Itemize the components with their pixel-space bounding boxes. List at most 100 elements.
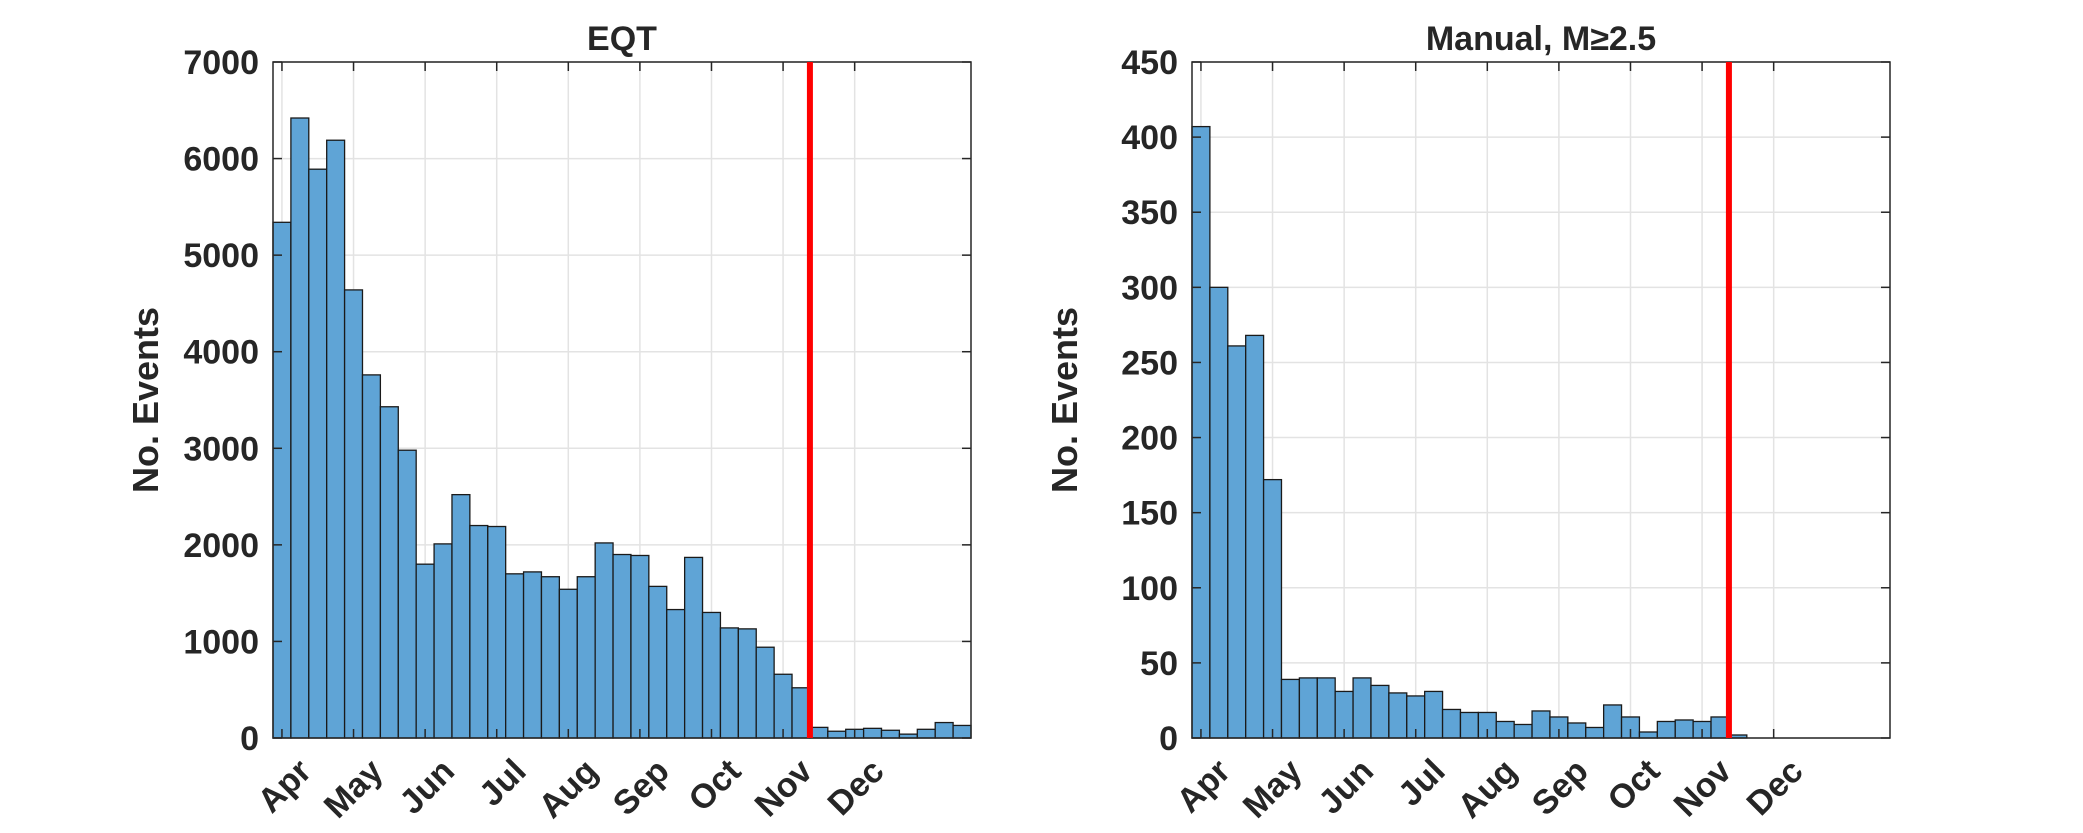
- y-tick-label: 6000: [183, 141, 259, 179]
- bar: [576, 576, 596, 739]
- x-tick-label: Oct: [681, 752, 748, 819]
- y-tick-label: 250: [1121, 344, 1178, 382]
- x-tick-label: Jun: [392, 752, 462, 822]
- bar: [558, 588, 578, 739]
- y-tick-label: 7000: [183, 44, 259, 82]
- x-tick-label: Apr: [1170, 752, 1238, 820]
- bar: [487, 525, 507, 739]
- y-tick-label: 450: [1121, 44, 1178, 82]
- bar: [1656, 720, 1676, 739]
- bar: [1585, 726, 1605, 739]
- x-tick-label: Nov: [1667, 752, 1739, 824]
- bar: [952, 724, 972, 739]
- bar: [683, 556, 704, 739]
- bar: [1227, 345, 1247, 739]
- bar: [1674, 719, 1694, 739]
- bar: [880, 729, 901, 739]
- y-axis-label: No. Events: [1044, 307, 1085, 493]
- x-tick-label: Dec: [821, 752, 892, 823]
- bar: [1531, 710, 1551, 739]
- bar: [701, 611, 722, 739]
- x-tick-label: Dec: [1740, 752, 1811, 823]
- x-tick-label: Jun: [1311, 752, 1381, 822]
- bar: [1459, 711, 1480, 739]
- bar: [1638, 731, 1658, 739]
- bar: [1191, 125, 1211, 739]
- bar: [719, 627, 739, 739]
- bar: [1352, 677, 1372, 739]
- bar: [415, 563, 435, 739]
- bar: [737, 628, 757, 739]
- plot-area: [1192, 62, 1890, 738]
- bar: [630, 554, 650, 739]
- bar: [451, 493, 471, 739]
- bar: [1513, 723, 1533, 739]
- y-tick-label: 4000: [183, 334, 259, 372]
- bar: [934, 721, 954, 739]
- bar: [862, 727, 883, 739]
- bar: [343, 289, 364, 739]
- x-tick-label: Oct: [1600, 752, 1667, 819]
- bar: [666, 608, 686, 739]
- x-tick-label: Nov: [748, 752, 820, 824]
- bar: [1388, 692, 1408, 739]
- chart-title: EQT: [587, 20, 657, 58]
- bar: [827, 730, 847, 739]
- bar: [1424, 690, 1444, 739]
- bar: [272, 221, 292, 739]
- bar: [1280, 678, 1301, 739]
- bar: [612, 553, 632, 739]
- y-tick-label: 1000: [183, 623, 259, 661]
- bar: [433, 543, 453, 739]
- y-tick-label: 0: [1159, 720, 1178, 758]
- bar: [397, 449, 417, 739]
- y-tick-label: 100: [1121, 570, 1178, 608]
- x-tick-label: Aug: [532, 752, 606, 826]
- bar: [1370, 684, 1390, 739]
- axes-box: [1191, 61, 1891, 739]
- bar: [308, 168, 328, 739]
- bar: [1209, 286, 1229, 739]
- y-tick-label: 2000: [183, 527, 259, 565]
- bar: [1602, 704, 1623, 739]
- chart-title: Manual, M≥2.5: [1426, 20, 1656, 58]
- bar: [1262, 478, 1283, 739]
- x-tick-label: May: [317, 752, 391, 826]
- x-tick-label: Jul: [472, 752, 534, 814]
- bar: [1567, 722, 1587, 739]
- y-axis-label: No. Events: [125, 307, 166, 493]
- bar: [594, 542, 614, 739]
- bar: [1298, 677, 1318, 739]
- x-tick-label: Aug: [1451, 752, 1525, 826]
- y-tick-label: 0: [240, 720, 259, 758]
- y-tick-label: 200: [1121, 420, 1178, 458]
- bar: [326, 139, 346, 739]
- y-tick-label: 400: [1121, 119, 1178, 157]
- bar: [522, 571, 543, 739]
- y-tick-label: 5000: [183, 237, 259, 275]
- bar: [469, 524, 489, 739]
- y-tick-label: 150: [1121, 495, 1178, 533]
- bar: [379, 406, 399, 739]
- x-tick-label: Jul: [1391, 752, 1453, 814]
- bar: [505, 573, 525, 739]
- bar: [1441, 708, 1462, 739]
- x-tick-label: Sep: [1525, 752, 1596, 823]
- bar: [290, 117, 310, 739]
- bar: [1245, 334, 1265, 739]
- bar: [916, 728, 936, 739]
- tick-marks: [1192, 61, 1890, 739]
- x-tick-label: Apr: [251, 752, 319, 820]
- bar: [755, 646, 775, 739]
- bar: [540, 576, 561, 739]
- y-tick-label: 50: [1140, 645, 1178, 683]
- bar: [1495, 720, 1515, 739]
- y-tick-label: 350: [1121, 194, 1178, 232]
- bar: [1316, 677, 1336, 739]
- tick-marks: [273, 61, 971, 739]
- y-tick-label: 300: [1121, 269, 1178, 307]
- axes-box: [272, 61, 972, 739]
